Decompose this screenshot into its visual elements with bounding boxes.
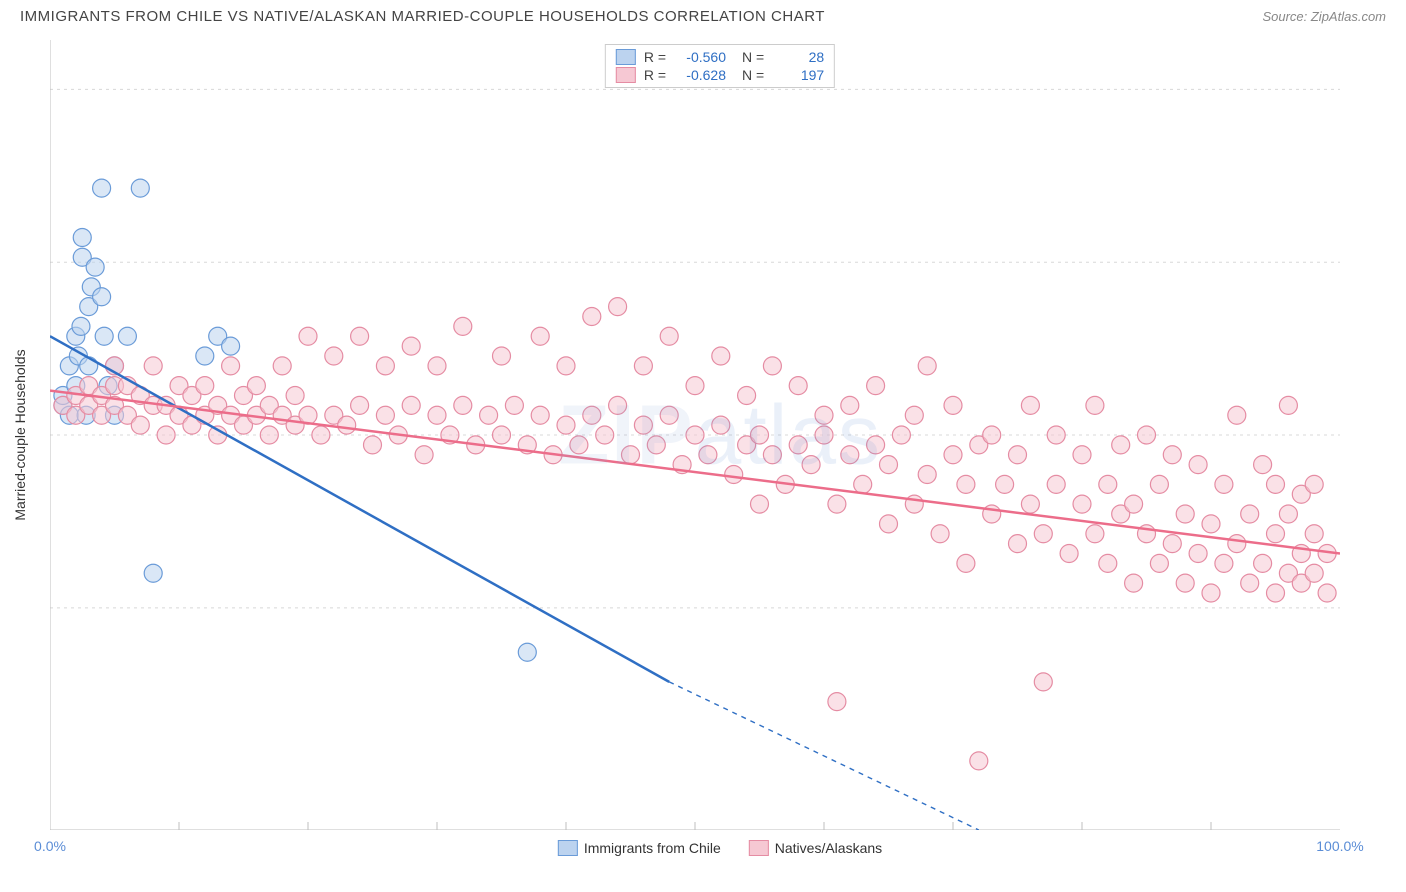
r-value: -0.628 xyxy=(674,67,726,83)
n-value: 197 xyxy=(772,67,824,83)
legend-swatch xyxy=(616,49,636,65)
legend-swatch xyxy=(616,67,636,83)
series-legend-item: Immigrants from Chile xyxy=(558,840,721,856)
series-legend-label: Natives/Alaskans xyxy=(775,840,882,856)
r-label: R = xyxy=(644,67,666,83)
y-axis-label: Married-couple Households xyxy=(12,349,28,520)
legend-swatch xyxy=(558,840,578,856)
chart-container: Married-couple Households ZIPatlas R =-0… xyxy=(50,40,1390,830)
scatter-plot xyxy=(50,40,1340,830)
n-label: N = xyxy=(742,67,764,83)
r-label: R = xyxy=(644,49,666,65)
x-tick-label: 100.0% xyxy=(1316,838,1363,854)
source-label: Source: ZipAtlas.com xyxy=(1262,9,1386,24)
header: IMMIGRANTS FROM CHILE VS NATIVE/ALASKAN … xyxy=(0,0,1406,29)
stats-legend-row: R = -0.628 N = 197 xyxy=(616,67,824,83)
x-tick-label: 0.0% xyxy=(34,838,66,854)
stats-legend-row: R = -0.560 N = 28 xyxy=(616,49,824,65)
chart-title: IMMIGRANTS FROM CHILE VS NATIVE/ALASKAN … xyxy=(20,8,825,25)
legend-swatch xyxy=(749,840,769,856)
n-value: 28 xyxy=(772,49,824,65)
r-value: -0.560 xyxy=(674,49,726,65)
series-legend-label: Immigrants from Chile xyxy=(584,840,721,856)
series-legend: Immigrants from Chile Natives/Alaskans xyxy=(558,840,882,856)
stats-legend: R = -0.560 N = 28 R = -0.628 N = 197 xyxy=(605,44,835,88)
series-legend-item: Natives/Alaskans xyxy=(749,840,882,856)
n-label: N = xyxy=(742,49,764,65)
